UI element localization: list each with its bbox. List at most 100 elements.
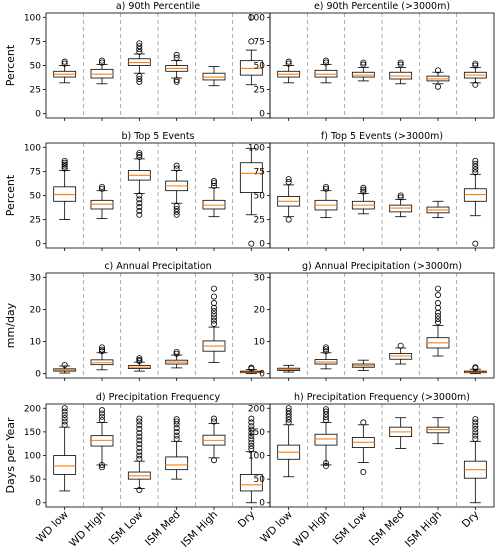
outlier-point bbox=[397, 192, 404, 199]
outlier-point bbox=[248, 415, 255, 422]
box-0 bbox=[53, 361, 77, 374]
box-5 bbox=[239, 147, 263, 247]
y-tick-label: 50 bbox=[30, 192, 42, 202]
y-tick-label: 0 bbox=[35, 110, 41, 120]
y-tick-label: 100 bbox=[248, 452, 265, 462]
outlier-point bbox=[173, 51, 180, 58]
outlier-point bbox=[360, 419, 367, 426]
outlier-point bbox=[136, 356, 143, 363]
y-tick-label: 100 bbox=[24, 143, 41, 153]
box-5 bbox=[463, 416, 487, 504]
outlier-point bbox=[285, 58, 292, 65]
outlier-point bbox=[136, 75, 143, 82]
y-tick-label: 75 bbox=[30, 37, 41, 47]
outlier-point bbox=[136, 40, 143, 47]
outlier-point bbox=[472, 160, 479, 167]
y-axis-label: Percent bbox=[4, 44, 17, 86]
x-category-label: Dry bbox=[236, 509, 258, 531]
outlier-point bbox=[360, 469, 367, 476]
outlier-point bbox=[397, 61, 404, 68]
panel-c: c) Annual Precipitation 0 10 20 30 mm/day bbox=[4, 261, 271, 381]
x-category-label: WD High bbox=[67, 509, 108, 550]
y-axis-label: mm/day bbox=[4, 302, 17, 348]
box-1 bbox=[90, 183, 114, 220]
y-tick-label: 75 bbox=[254, 37, 265, 47]
panel-f: f) Top 5 Events (>3000m) 0 25 50 75 100 bbox=[248, 131, 495, 251]
panel-title: e) 90th Percentile (>3000m) bbox=[314, 1, 450, 12]
box-1 bbox=[90, 344, 114, 371]
outlier-point bbox=[61, 408, 68, 415]
outlier-point bbox=[434, 316, 441, 323]
box-0 bbox=[277, 176, 301, 223]
box-3 bbox=[165, 416, 189, 480]
outlier-point bbox=[61, 361, 68, 368]
outlier-point bbox=[210, 314, 217, 321]
box-0 bbox=[53, 405, 77, 492]
outlier-point bbox=[248, 436, 255, 443]
box-2 bbox=[127, 415, 151, 493]
y-tick-label: 20 bbox=[30, 305, 42, 315]
outlier-point bbox=[136, 433, 143, 440]
outlier-point bbox=[136, 211, 143, 218]
box-1 bbox=[314, 57, 338, 84]
outlier-point bbox=[99, 461, 106, 468]
outlier-point bbox=[248, 439, 255, 446]
outlier-point bbox=[61, 58, 68, 65]
outlier-point bbox=[322, 57, 329, 64]
box-2 bbox=[351, 184, 375, 215]
outlier-point bbox=[210, 415, 217, 422]
outlier-point bbox=[99, 57, 106, 64]
panel-h: h) Precipitation Frequency (>3000m) 0 50 10… bbox=[248, 392, 495, 550]
outlier-point bbox=[434, 300, 441, 307]
outlier-point bbox=[210, 178, 217, 185]
box-4 bbox=[202, 66, 226, 87]
x-category-label: ISM Med bbox=[143, 509, 183, 549]
outlier-point bbox=[61, 418, 68, 425]
outlier-point bbox=[99, 344, 106, 351]
outlier-point bbox=[136, 441, 143, 448]
y-tick-label: 0 bbox=[259, 110, 265, 120]
y-tick-label: 0 bbox=[259, 499, 265, 509]
outlier-point bbox=[285, 416, 292, 423]
y-tick-label: 50 bbox=[254, 475, 266, 485]
outlier-point bbox=[61, 165, 68, 172]
outlier-point bbox=[173, 428, 180, 435]
outlier-point bbox=[397, 194, 404, 201]
box-5 bbox=[239, 364, 263, 375]
iqr-box bbox=[239, 162, 263, 194]
panel-e: e) 90th Percentile (>3000m) 0 25 50 75 100 bbox=[248, 1, 495, 121]
outlier-point bbox=[285, 408, 292, 415]
outlier-point bbox=[99, 348, 106, 355]
box-3 bbox=[165, 51, 189, 85]
box-4 bbox=[426, 285, 450, 357]
outlier-point bbox=[173, 418, 180, 425]
outlier-point bbox=[136, 73, 143, 80]
outlier-point bbox=[322, 406, 329, 413]
outlier-point bbox=[360, 61, 367, 68]
box-3 bbox=[165, 162, 189, 218]
outlier-point bbox=[136, 43, 143, 50]
outlier-point bbox=[61, 411, 68, 418]
outlier-point bbox=[99, 183, 106, 190]
outlier-point bbox=[322, 59, 329, 66]
box-2 bbox=[127, 40, 151, 85]
outlier-point bbox=[472, 432, 479, 439]
box-4 bbox=[202, 285, 226, 363]
x-category-label: ISM Low bbox=[107, 508, 146, 547]
outlier-point bbox=[322, 414, 329, 421]
outlier-point bbox=[99, 464, 106, 471]
iqr-box bbox=[165, 456, 189, 471]
outlier-point bbox=[397, 59, 404, 66]
outlier-point bbox=[61, 157, 68, 164]
box-4 bbox=[202, 178, 226, 218]
outlier-point bbox=[173, 205, 180, 212]
outlier-point bbox=[285, 405, 292, 412]
iqr-box bbox=[53, 455, 77, 475]
x-category-label: ISM Low bbox=[331, 508, 370, 547]
y-tick-label: 30 bbox=[254, 273, 266, 283]
outlier-point bbox=[136, 192, 143, 199]
outlier-point bbox=[285, 216, 292, 223]
y-tick-label: 0 bbox=[35, 240, 41, 250]
panel-a: a) 90th Percentile 0 25 50 75 100 Percent bbox=[4, 1, 271, 121]
outlier-point bbox=[173, 78, 180, 85]
